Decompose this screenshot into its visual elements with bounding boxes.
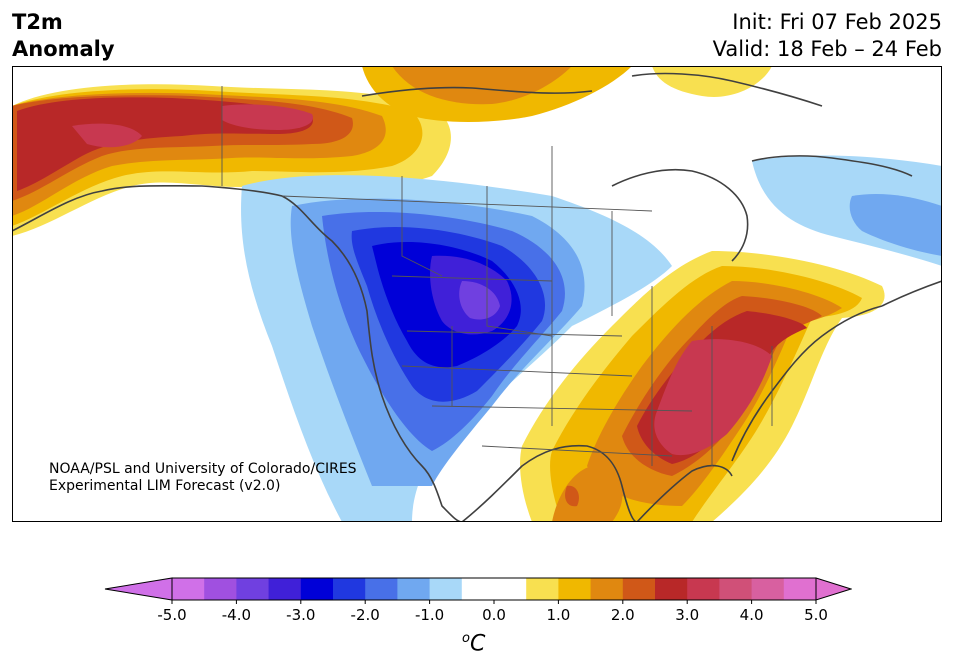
- credit-line-2: Experimental LIM Forecast (v2.0): [49, 478, 281, 494]
- colorbar-tick-label: -4.0: [222, 606, 251, 624]
- map-frame: [12, 66, 942, 522]
- colorbar: -5.0 -4.0 -3.0 -2.0 -1.0 0.0 1.0 2.0 3.0 4.0 5.0: [104, 577, 852, 624]
- init-date: Init: Fri 07 Feb 2025: [732, 10, 942, 34]
- colorbar-tick-label: -5.0: [157, 606, 186, 624]
- colorbar-swatch: [300, 578, 334, 600]
- colorbar-swatch: [526, 578, 559, 600]
- political-borders: [221, 86, 773, 466]
- colorbar-swatch: [397, 578, 431, 600]
- title: T2m Anomaly: [12, 9, 115, 63]
- title-line-2: Anomaly: [12, 37, 115, 61]
- colorbar-swatch: [172, 578, 205, 600]
- colorbar-swatch: [461, 578, 495, 600]
- colorbar-swatch: [622, 578, 656, 600]
- colorbar-swatch: [236, 578, 270, 600]
- colorbar-swatch: [429, 578, 463, 600]
- colorbar-tick-label: 1.0: [546, 606, 570, 624]
- colorbar-swatch: [333, 578, 366, 600]
- credit-line-1: NOAA/PSL and University of Colorado/CIRE…: [49, 461, 357, 477]
- colorbar-tick-label: -2.0: [351, 606, 380, 624]
- valid-date: Valid: 18 Feb – 24 Feb: [712, 37, 942, 61]
- colorbar-swatch: [204, 578, 237, 600]
- colorbar-tick-label: 5.0: [804, 606, 828, 624]
- colorbar-tick-label: 0.0: [482, 606, 506, 624]
- colorbar-left-arrow: [104, 577, 173, 601]
- credit-text: NOAA/PSL and University of Colorado/CIRE…: [49, 461, 357, 495]
- anomaly-map: [12, 66, 942, 522]
- colorbar-swatch: [719, 578, 753, 600]
- colorbar-swatch: [268, 578, 302, 600]
- colorbar-tick-label: 2.0: [611, 606, 635, 624]
- colorbar-swatch: [365, 578, 398, 600]
- degree-superscript: o: [462, 631, 470, 646]
- colorbar-tick-label: -3.0: [286, 606, 315, 624]
- colorbar-tick-label: 3.0: [675, 606, 699, 624]
- forecast-dates: Init: Fri 07 Feb 2025 Valid: 18 Feb – 24…: [713, 9, 942, 63]
- colorbar-tick-label: 4.0: [740, 606, 764, 624]
- anomaly-contours: [12, 66, 942, 522]
- unit-letter: C: [469, 631, 486, 657]
- colorbar-swatch: [558, 578, 592, 600]
- colorbar-unit: oC: [462, 631, 485, 656]
- colorbar-swatch: [590, 578, 624, 600]
- colorbar-swatch: [783, 578, 817, 600]
- colorbar-swatch: [655, 578, 688, 600]
- colorbar-swatch: [751, 578, 785, 600]
- colorbar-tick-label: -1.0: [415, 606, 444, 624]
- title-line-1: T2m: [12, 10, 63, 34]
- colorbar-right-arrow: [815, 577, 852, 601]
- coastlines: [12, 72, 942, 522]
- colorbar-swatch: [687, 578, 720, 600]
- colorbar-swatch: [494, 578, 527, 600]
